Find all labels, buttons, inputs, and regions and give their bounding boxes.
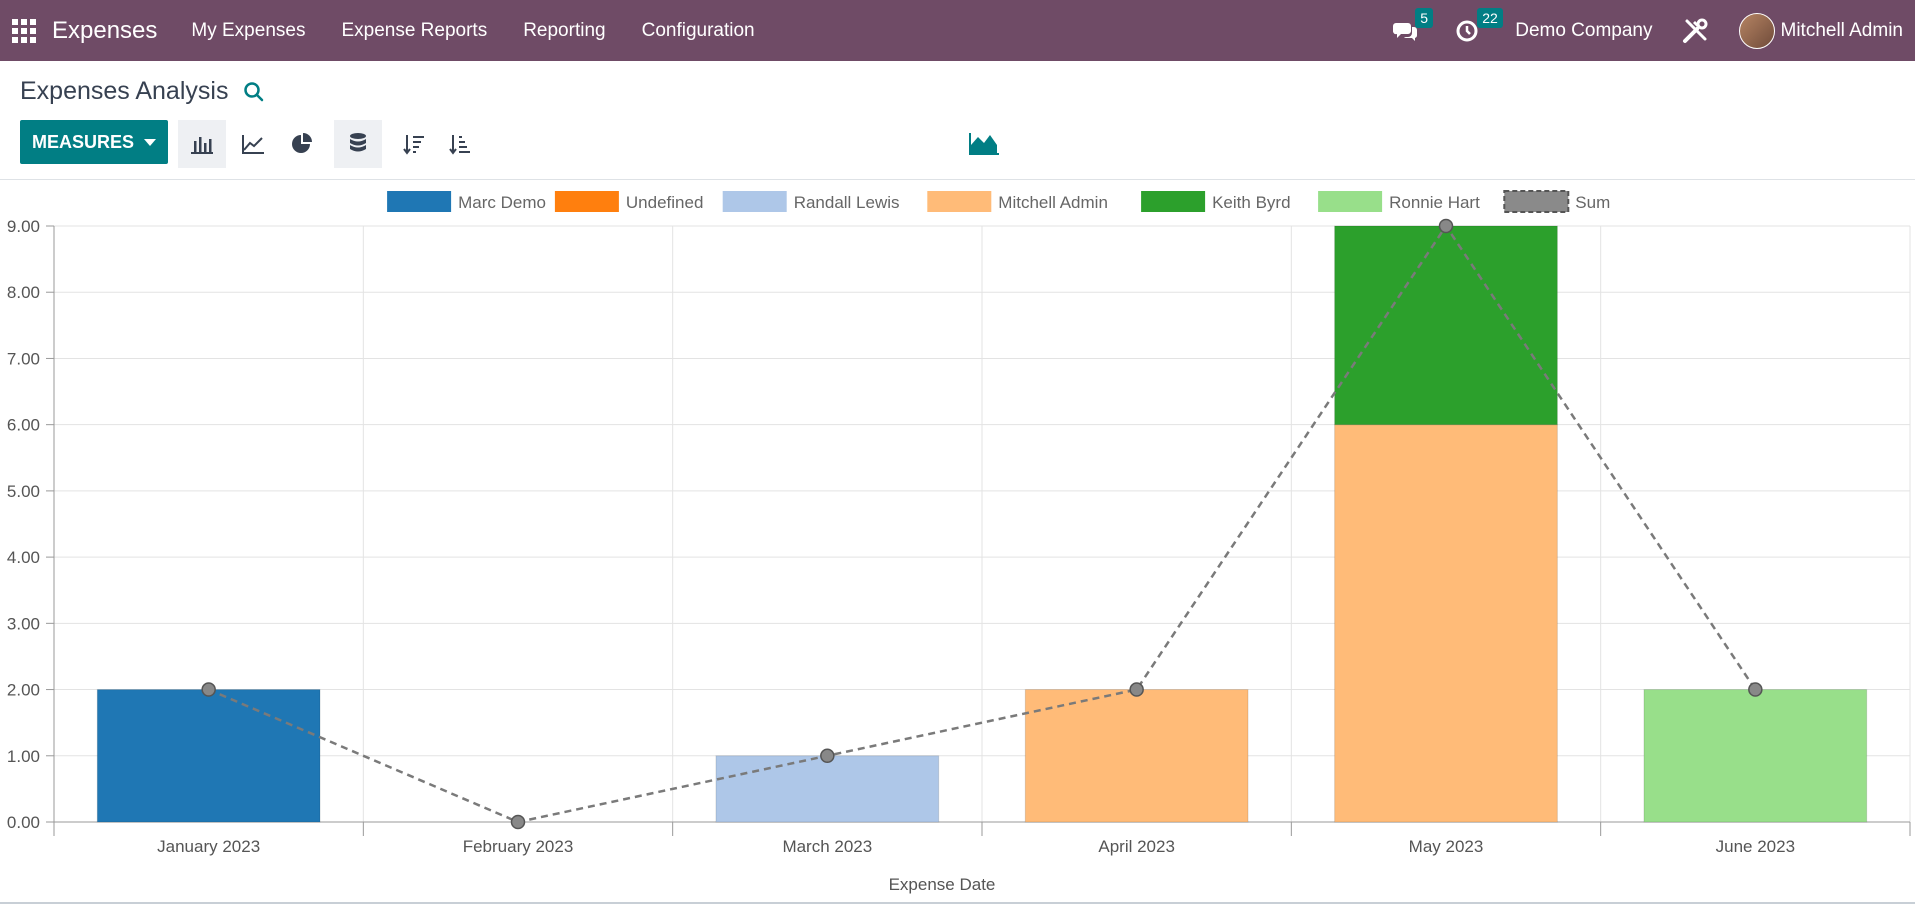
control-panel: Expenses Analysis MEASURES: [0, 61, 1915, 180]
x-tick-label: April 2023: [1098, 837, 1175, 856]
top-navbar: Expenses My Expenses Expense Reports Rep…: [0, 0, 1915, 61]
y-tick-label: 6.00: [7, 416, 40, 435]
activities-badge: 22: [1477, 7, 1503, 28]
legend-label: Keith Byrd: [1212, 193, 1290, 212]
y-tick-label: 3.00: [7, 614, 40, 633]
sort-ascending-button[interactable]: [436, 120, 484, 168]
y-tick-label: 8.00: [7, 283, 40, 302]
legend-swatch: [1503, 190, 1570, 213]
caret-down-icon: [144, 138, 156, 146]
bar-mitchell-admin: [1024, 689, 1249, 823]
messages-badge: 5: [1415, 7, 1434, 28]
page-title: Expenses Analysis: [20, 77, 229, 105]
legend-label: Sum: [1575, 193, 1610, 212]
messages-button[interactable]: 5: [1393, 7, 1434, 43]
legend-label: Randall Lewis: [794, 193, 900, 212]
menu-expense-reports[interactable]: Expense Reports: [341, 19, 488, 41]
bar-keith-byrd: [1334, 225, 1558, 426]
bar-randall-lewis: [715, 755, 940, 823]
measures-button[interactable]: MEASURES: [20, 120, 168, 164]
x-tick-label: January 2023: [157, 837, 260, 856]
database-icon: [350, 133, 366, 152]
clock-icon: [1456, 20, 1478, 41]
sum-point: [1748, 682, 1763, 697]
bar-mitchell-admin: [1334, 424, 1558, 823]
user-avatar[interactable]: [1738, 12, 1775, 49]
legend-label: Mitchell Admin: [998, 193, 1108, 212]
sum-point: [510, 814, 526, 830]
sum-point: [1129, 682, 1144, 697]
debug-tools-button[interactable]: [1681, 17, 1709, 45]
x-tick-label: March 2023: [782, 837, 872, 856]
y-tick-label: 7.00: [7, 349, 40, 368]
sum-point: [1438, 218, 1454, 234]
sum-point: [820, 748, 835, 764]
legend-swatch: [554, 191, 619, 212]
y-tick-label: 1.00: [7, 747, 40, 766]
bar-ronnie-hart: [1643, 689, 1868, 823]
search-icon[interactable]: [243, 81, 265, 103]
bottom-divider: [0, 902, 1915, 904]
sum-point: [201, 682, 216, 697]
activities-button[interactable]: 22: [1455, 7, 1503, 43]
x-tick-label: February 2023: [463, 837, 574, 856]
x-tick-label: June 2023: [1716, 837, 1795, 856]
stacked-toggle-button[interactable]: [334, 120, 382, 168]
menu-reporting[interactable]: Reporting: [523, 19, 606, 41]
bar-chart-icon: [191, 137, 213, 154]
legend-label: Ronnie Hart: [1389, 193, 1480, 212]
measures-label: MEASURES: [31, 131, 134, 152]
legend-swatch: [1318, 191, 1383, 212]
sort-ascending-icon: [449, 135, 470, 155]
legend-swatch: [1141, 191, 1206, 212]
bar-chart-button[interactable]: [178, 120, 226, 168]
y-tick-label: 5.00: [7, 482, 40, 501]
chat-icon: [1393, 22, 1418, 41]
pie-chart-button[interactable]: [278, 120, 326, 168]
sum-line: [208, 223, 1757, 824]
stacked-bar-chart: 0.00 1.00 2.00 3.00 4.00 5.00 6.00 7.00 8.00 9.00…: [7, 190, 1911, 894]
app-title[interactable]: Expenses: [52, 16, 158, 44]
user-menu[interactable]: Mitchell Admin: [1780, 19, 1904, 41]
cumulative-area-button[interactable]: [960, 120, 1008, 168]
apps-grid-icon[interactable]: [12, 18, 36, 43]
y-tick-label: 9.00: [7, 217, 40, 236]
y-tick-label: 2.00: [7, 681, 40, 700]
y-tick-label: 0.00: [7, 813, 40, 832]
menu-my-expenses[interactable]: My Expenses: [191, 19, 306, 41]
line-chart-button[interactable]: [229, 120, 277, 168]
legend-swatch: [927, 191, 992, 212]
sort-descending-button[interactable]: [390, 120, 438, 168]
line-chart-icon: [242, 135, 264, 154]
y-tick-label: 4.00: [7, 548, 40, 567]
legend-label: Marc Demo: [458, 193, 546, 212]
tools-icon: [1682, 18, 1707, 43]
bar-marc-demo: [96, 689, 321, 823]
x-tick-label: May 2023: [1409, 837, 1484, 856]
legend-label: Undefined: [626, 193, 704, 212]
menu-configuration[interactable]: Configuration: [641, 19, 755, 41]
company-switcher[interactable]: Demo Company: [1515, 19, 1653, 41]
area-chart-icon: [969, 133, 999, 155]
legend-swatch: [387, 191, 452, 212]
x-axis-label: Expense Date: [889, 875, 996, 894]
pie-chart-icon: [292, 133, 312, 153]
legend-swatch: [722, 191, 787, 212]
sort-descending-icon: [403, 135, 424, 155]
